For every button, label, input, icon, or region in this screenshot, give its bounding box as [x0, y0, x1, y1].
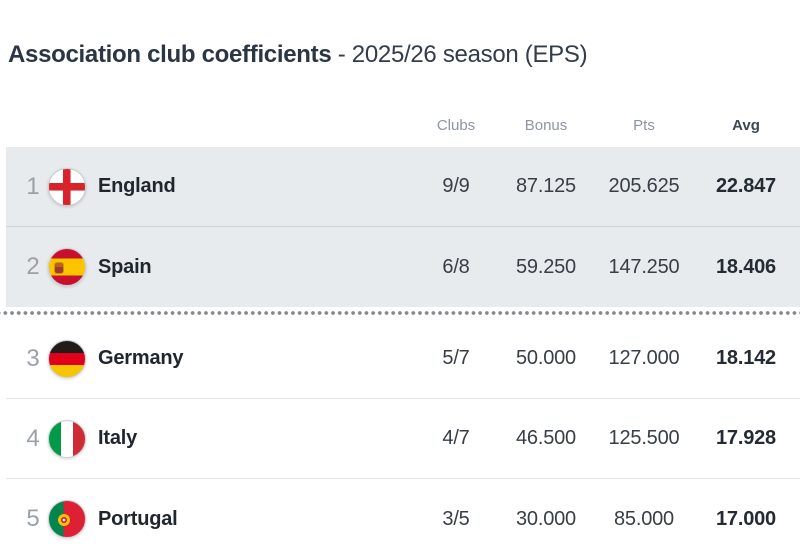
coefficients-widget: Association club coefficients - 2025/26 …	[0, 42, 800, 555]
rank: 5	[26, 505, 40, 532]
qualification-cutoff-line	[0, 307, 800, 319]
column-header-pts: Pts	[633, 116, 655, 134]
avg-value: 17.928	[716, 427, 776, 449]
country-name: Germany	[98, 347, 184, 369]
column-header-clubs: Clubs	[436, 116, 476, 134]
rank: 1	[26, 172, 40, 200]
portugal-flag-icon	[48, 500, 86, 538]
country-name: Portugal	[98, 507, 178, 530]
title-season: - 2025/26 season (EPS)	[331, 41, 588, 68]
column-header-avg: Avg	[732, 116, 760, 134]
table-row-england[interactable]: 1 England 9/9 87.125 205.625 22.847	[6, 147, 800, 227]
bonus-value: 87.125	[516, 175, 576, 197]
spain-flag-icon	[48, 248, 86, 286]
page-title: Association club coefficients - 2025/26 …	[8, 42, 800, 68]
title-main: Association club coefficients	[8, 41, 332, 68]
clubs-value: 9/9	[442, 175, 470, 197]
rank: 2	[26, 253, 40, 280]
table-row-spain[interactable]: 2 Spain 6/8 59.250 147.250 18.406	[6, 227, 800, 307]
table-row-germany[interactable]: 3 Germany 5/7 50.000 127.000 18.142	[6, 319, 800, 399]
rank: 3	[26, 344, 40, 372]
avg-value: 18.142	[716, 347, 776, 369]
table-row-italy[interactable]: 4 Italy 4/7 46.500 125.500 17.928	[6, 399, 800, 479]
column-header-bonus: Bonus	[524, 116, 568, 134]
germany-flag-icon	[48, 339, 86, 378]
pts-value: 127.000	[608, 347, 680, 369]
england-flag-icon	[48, 167, 86, 206]
rank: 4	[26, 424, 40, 452]
table-row-portugal[interactable]: 5 Portugal 3/5 30.000 85.000 17.000	[6, 479, 800, 555]
avg-value: 17.000	[716, 507, 776, 530]
country-name: Italy	[98, 427, 138, 449]
pts-value: 147.250	[608, 255, 680, 278]
bonus-value: 50.000	[516, 347, 576, 369]
clubs-value: 3/5	[442, 507, 470, 530]
pts-value: 205.625	[608, 175, 680, 197]
clubs-value: 4/7	[442, 427, 470, 449]
bonus-value: 46.500	[516, 427, 576, 449]
clubs-value: 6/8	[442, 255, 470, 278]
clubs-value: 5/7	[442, 347, 470, 369]
bonus-value: 30.000	[516, 507, 576, 530]
pts-value: 125.500	[608, 427, 680, 449]
bonus-value: 59.250	[516, 255, 576, 278]
table-header: Clubs Bonus Pts Avg	[6, 112, 800, 138]
pts-value: 85.000	[614, 507, 674, 530]
avg-value: 22.847	[716, 175, 776, 197]
avg-value: 18.406	[716, 255, 776, 278]
country-name: England	[98, 175, 176, 197]
italy-flag-icon	[48, 419, 86, 458]
country-name: Spain	[98, 255, 152, 278]
